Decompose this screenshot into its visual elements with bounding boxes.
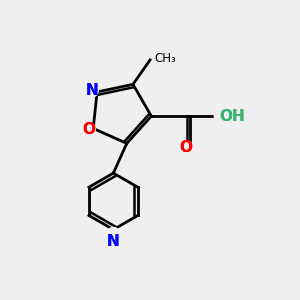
Circle shape [107, 227, 120, 241]
Circle shape [85, 84, 98, 97]
Text: O: O [180, 140, 193, 155]
Text: O: O [82, 122, 95, 137]
Circle shape [82, 123, 95, 136]
Text: N: N [107, 234, 120, 249]
Text: OH: OH [219, 109, 245, 124]
Text: N: N [85, 83, 98, 98]
Text: N: N [107, 234, 120, 249]
Text: O: O [82, 122, 95, 137]
Circle shape [214, 108, 231, 124]
Text: N: N [85, 83, 98, 98]
Text: CH₃: CH₃ [154, 52, 176, 65]
Text: OH: OH [219, 109, 245, 124]
Text: O: O [180, 140, 193, 155]
Circle shape [180, 141, 193, 154]
